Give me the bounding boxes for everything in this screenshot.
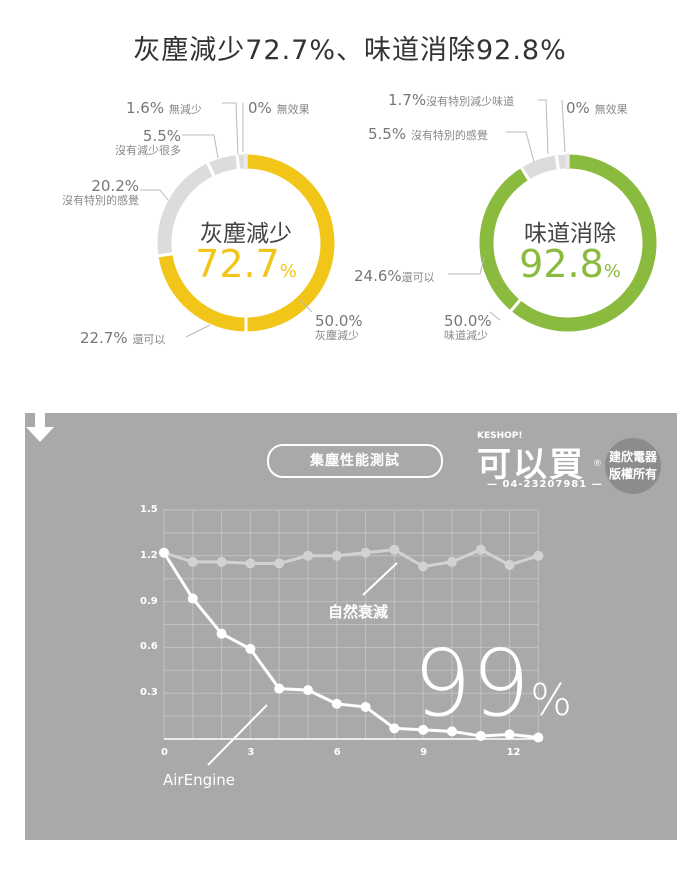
series-pointers bbox=[207, 562, 398, 766]
series-1-point-7 bbox=[360, 701, 371, 712]
logo-badge: 建欣電器 版權所有 bbox=[605, 438, 661, 494]
series-0-point-13 bbox=[533, 550, 544, 561]
series-1-point-9 bbox=[418, 724, 429, 735]
leader-line-10 bbox=[489, 311, 501, 321]
series-0-point-1 bbox=[187, 556, 198, 567]
line-chart-title: 集塵性能測試 bbox=[267, 444, 443, 478]
label-dust-ok: 22.7% 還可以 bbox=[80, 329, 166, 347]
leader-line-8 bbox=[506, 131, 535, 163]
series-1-point-3 bbox=[245, 643, 256, 654]
label-odor-noeffect: 0% 無效果 bbox=[566, 99, 628, 117]
page-title: 灰塵減少72.7%、味道消除92.8% bbox=[133, 35, 567, 66]
line-chart-panel: 集塵性能測試 KESHOP! 可以買 ® — 04-23207981 — 建欣電… bbox=[25, 413, 677, 840]
label-dust-nofeel: 20.2% 沒有特別的感覺 bbox=[62, 177, 139, 207]
series-1-point-11 bbox=[475, 730, 486, 741]
series-1-point-8 bbox=[389, 723, 400, 734]
donut-charts: 1.6% 無減少 0% 無效果 5.5% 沒有減少很多 20.2% 沒有特別的感覺 … bbox=[0, 80, 700, 380]
leader-line-3 bbox=[140, 189, 169, 201]
leader-line-6 bbox=[538, 99, 549, 155]
y-tick-label: 1.2 bbox=[140, 549, 158, 561]
series-1-point-4 bbox=[274, 683, 285, 694]
series-1-point-0 bbox=[159, 547, 169, 558]
highlight-percent: 99% bbox=[413, 630, 572, 737]
series-1-point-12 bbox=[504, 729, 515, 740]
donut-svg bbox=[140, 99, 660, 338]
x-tick-label: 3 bbox=[247, 747, 255, 758]
leader-line-0 bbox=[222, 102, 239, 156]
odor-slice-3 bbox=[554, 151, 570, 173]
line-chart-svg bbox=[159, 509, 544, 766]
series-1-point-13 bbox=[533, 732, 544, 743]
series-0-point-11 bbox=[475, 544, 486, 555]
down-arrow-icon bbox=[26, 413, 54, 442]
pointer-airengine bbox=[207, 704, 268, 766]
dust-slice-3 bbox=[205, 151, 241, 180]
label-dust-reduce: 50.0% 灰塵減少 bbox=[315, 312, 363, 342]
series-lines bbox=[159, 544, 544, 743]
dust-center-value: 72.7% bbox=[195, 242, 297, 286]
label-odor-reduce: 50.0% 味道減少 bbox=[444, 312, 492, 342]
series-label-airengine: AirEngine bbox=[163, 771, 236, 789]
x-tick-label: 12 bbox=[506, 747, 521, 758]
watermark-logo: KESHOP! 可以買 ® — 04-23207981 — 建欣電器 版權所有 bbox=[477, 431, 677, 494]
dust-center-name: 灰塵減少 bbox=[200, 221, 292, 247]
series-0-point-8 bbox=[389, 544, 400, 555]
series-0-point-4 bbox=[274, 558, 285, 569]
series-0-point-7 bbox=[360, 547, 371, 558]
leader-line-9 bbox=[448, 257, 485, 275]
series-0-point-9 bbox=[418, 561, 429, 572]
series-0-point-3 bbox=[245, 558, 256, 569]
series-1-point-6 bbox=[331, 698, 342, 709]
leader-line-4 bbox=[185, 324, 211, 338]
leader-line-7 bbox=[561, 99, 566, 153]
donut-dust bbox=[154, 151, 338, 335]
label-dust-notmuch: 5.5% 沒有減少很多 bbox=[115, 127, 181, 157]
series-1-point-2 bbox=[216, 628, 227, 639]
leader-line-5 bbox=[299, 299, 313, 313]
series-0-point-2 bbox=[216, 556, 227, 567]
series-0-point-5 bbox=[302, 550, 313, 561]
series-1-point-10 bbox=[446, 726, 457, 737]
series-0-point-12 bbox=[504, 559, 515, 570]
series-1-point-5 bbox=[302, 685, 313, 696]
series-1-point-1 bbox=[187, 593, 198, 604]
x-tick-label: 0 bbox=[161, 747, 168, 758]
odor-center-value: 92.8% bbox=[519, 242, 621, 286]
label-dust-noeffect: 0% 無效果 bbox=[248, 99, 310, 117]
series-label-natural: 自然衰減 bbox=[328, 603, 389, 621]
y-tick-label: 0.9 bbox=[140, 595, 158, 607]
label-odor-nofeel: 5.5% 沒有特別的感覺 bbox=[368, 125, 488, 143]
y-tick-label: 0.6 bbox=[140, 641, 158, 653]
odor-center-name: 味道消除 bbox=[524, 221, 616, 247]
label-odor-notmuch: 1.7%沒有特別減少味道 bbox=[388, 91, 515, 109]
pointer-natural bbox=[362, 562, 398, 596]
odor-slice-2 bbox=[518, 152, 561, 183]
leader-lines bbox=[140, 99, 566, 338]
leader-line-2 bbox=[182, 134, 219, 159]
dust-slice-4 bbox=[235, 151, 248, 173]
x-tick-label: 6 bbox=[333, 747, 341, 758]
y-tick-label: 1.5 bbox=[140, 504, 158, 515]
grid-lines bbox=[163, 509, 539, 740]
y-tick-label: 0.3 bbox=[140, 687, 158, 699]
logo-reg: ® bbox=[593, 459, 602, 469]
series-0-point-6 bbox=[331, 550, 342, 561]
logo-text: 可以買 bbox=[477, 445, 585, 485]
logo-ke: KESHOP! bbox=[477, 431, 523, 441]
x-tick-label: 9 bbox=[420, 747, 428, 758]
label-dust-none: 1.6% 無減少 bbox=[126, 99, 202, 117]
logo-phone: — 04-23207981 — bbox=[487, 479, 603, 490]
series-0-point-10 bbox=[446, 556, 457, 567]
label-odor-ok: 24.6%還可以 bbox=[354, 267, 435, 285]
